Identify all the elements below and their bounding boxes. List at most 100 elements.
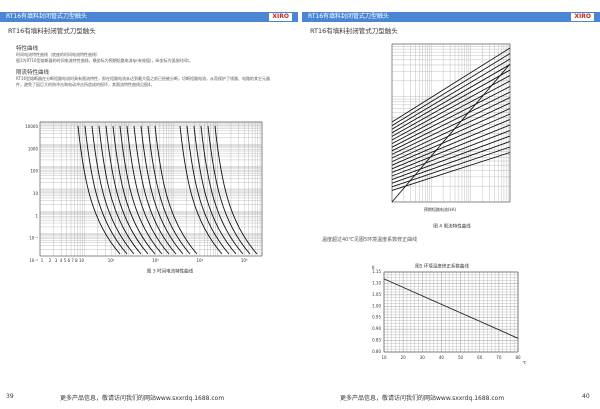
section-heading: 特性曲线 bbox=[16, 46, 39, 52]
x-tick-label: 30 bbox=[420, 355, 426, 360]
header-bar: RT16有填料封闭管式刀型触头 XIRO bbox=[302, 12, 600, 22]
y-tick-label: 0.95 bbox=[372, 315, 381, 320]
figure-caption: 图 4 限流特性曲线 bbox=[433, 223, 471, 230]
curve bbox=[391, 124, 511, 173]
x-tick-label: 2 bbox=[49, 258, 52, 263]
logo: XIRO bbox=[571, 13, 594, 21]
curve bbox=[391, 63, 511, 203]
curve bbox=[391, 113, 511, 166]
paragraph: 时间电流特性曲线（底座的时间电流特性曲线） 图3为RT16型熔断器的时间电流特性… bbox=[16, 52, 276, 63]
header-bar: RT16有填料封闭管式刀型触头 XIRO bbox=[0, 12, 298, 22]
curve bbox=[179, 125, 223, 255]
text-line: 图3为RT16型熔断器的时间电流特性曲线，横坐标为预期短路电流Ip(有效值)，纵… bbox=[16, 57, 193, 63]
curve bbox=[391, 119, 511, 170]
x-tick-label: 10⁴ bbox=[196, 258, 203, 263]
y-tick-label: 1.15 bbox=[372, 269, 381, 274]
curve bbox=[200, 125, 244, 255]
y-tick-label: 0.80 bbox=[372, 349, 381, 354]
curve bbox=[112, 125, 156, 255]
curve bbox=[391, 97, 511, 155]
x-tick-label: 10⁵ bbox=[241, 258, 248, 263]
curve bbox=[84, 125, 128, 255]
x-tick-label: 4 5 6 7 8 10 bbox=[60, 258, 85, 263]
note: 温度超过40℃见图5环境温度系数修正曲线 bbox=[322, 237, 418, 243]
curve bbox=[186, 125, 230, 255]
curve bbox=[391, 130, 511, 177]
curve bbox=[91, 125, 135, 255]
header-title: RT16有填料封闭管式刀型触头 bbox=[308, 13, 390, 20]
curve bbox=[391, 86, 511, 148]
curve bbox=[391, 141, 511, 184]
logo: XIRO bbox=[269, 13, 292, 21]
curve bbox=[193, 125, 237, 255]
x-tick-label: 70 bbox=[496, 355, 502, 360]
x-tick-label: 40 bbox=[439, 355, 445, 360]
y-tick-label: 1.05 bbox=[372, 292, 381, 297]
curve bbox=[154, 125, 198, 255]
page-number: 39 bbox=[6, 393, 14, 400]
x-tick-label: 50 bbox=[458, 355, 464, 360]
curve bbox=[214, 125, 258, 255]
curve bbox=[391, 53, 511, 126]
curve bbox=[391, 80, 511, 144]
curve bbox=[391, 58, 511, 130]
text-line: 时间电流特性曲线（底座的时间电流特性曲线） bbox=[16, 52, 100, 57]
curve bbox=[207, 125, 251, 255]
curve bbox=[133, 125, 177, 255]
x-tick-label: 60 bbox=[477, 355, 483, 360]
footer-text: 更多产品信息，敬请访问我们的网站www.sxxrdq.1688.com bbox=[60, 395, 225, 402]
page-number: 40 bbox=[582, 393, 590, 400]
x-tick-label: 20 bbox=[401, 355, 407, 360]
curve bbox=[391, 146, 511, 188]
y-tick-label: 1.10 bbox=[372, 280, 381, 285]
x-tick-label: 1 bbox=[41, 258, 44, 263]
curve bbox=[391, 152, 511, 191]
figure-4: 预期短路电流(kA) 图 4 限流特性曲线 bbox=[391, 43, 511, 230]
x-tick-label: 80 bbox=[515, 355, 521, 360]
axis-label: ℃ bbox=[522, 360, 527, 365]
curve bbox=[119, 125, 163, 255]
x-tick-label: 10³ bbox=[152, 258, 159, 263]
curve bbox=[391, 64, 511, 134]
y-tick-label: 1 bbox=[35, 213, 38, 218]
axis-label: K bbox=[372, 265, 375, 270]
curve bbox=[391, 102, 511, 159]
curve bbox=[391, 47, 511, 123]
curve bbox=[126, 125, 170, 255]
curve bbox=[140, 125, 184, 255]
y-tick-label: 0.85 bbox=[372, 338, 381, 343]
figure-caption: 图 3 时间电流特性曲线 bbox=[147, 268, 194, 275]
curve bbox=[391, 135, 511, 181]
y-tick-label: 10⁻² bbox=[29, 258, 38, 263]
curve bbox=[77, 125, 121, 255]
figure-caption: 图5 环境温度修正系数曲线 bbox=[415, 263, 469, 270]
curve bbox=[391, 69, 511, 137]
y-tick-label: 10 bbox=[33, 191, 39, 196]
axis-label: 预期短路电流(kA) bbox=[424, 206, 457, 212]
y-tick-label: 1000 bbox=[28, 146, 39, 151]
curve bbox=[147, 125, 191, 255]
x-tick-label: 10 bbox=[381, 355, 387, 360]
x-tick-label: 10² bbox=[108, 258, 115, 263]
figure-5: 图5 环境温度修正系数曲线 K ℃ 10 20 30 40 50 60 70 80 0.80 0.… bbox=[372, 263, 527, 366]
curve bbox=[105, 125, 149, 255]
curve bbox=[98, 125, 142, 255]
curve bbox=[391, 108, 511, 163]
page-title: RT16有填料封闭管式刀型触头 bbox=[8, 27, 96, 35]
paragraph: RT16型熔断器在分断短路电流时具有限流特性，即在短路电流未达到最大值之前已经被… bbox=[16, 76, 271, 87]
curve bbox=[391, 75, 511, 141]
derating-line bbox=[383, 278, 519, 339]
page-title: RT16有填料封闭管式刀型触头 bbox=[310, 27, 398, 35]
curve bbox=[391, 91, 511, 152]
y-tick-label: 1.00 bbox=[372, 303, 381, 308]
section-heading: 限流特性曲线 bbox=[16, 70, 50, 76]
header-title: RT16有填料封闭管式刀型触头 bbox=[6, 13, 88, 20]
y-tick-label: 10⁻¹ bbox=[29, 236, 38, 241]
y-tick-label: 10000 bbox=[25, 124, 38, 129]
plot-frame bbox=[383, 271, 519, 353]
x-tick-label: 3 bbox=[55, 258, 58, 263]
y-tick-label: 0.90 bbox=[372, 326, 381, 331]
y-tick-label: 100 bbox=[30, 169, 38, 174]
